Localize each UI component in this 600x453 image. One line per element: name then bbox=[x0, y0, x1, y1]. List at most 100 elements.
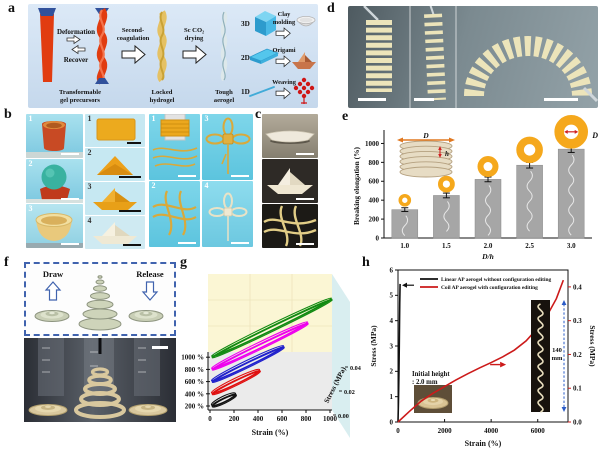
photo-number: 1 bbox=[87, 114, 92, 123]
back-wall bbox=[208, 274, 332, 352]
panel-a: Deformation Recover Transformable gel pr… bbox=[28, 4, 318, 108]
coil-stretched-shape bbox=[424, 13, 446, 101]
y-tick-label: 0 bbox=[376, 234, 380, 242]
origami-label: Origami bbox=[272, 47, 295, 54]
series-label: 600 % bbox=[185, 378, 204, 386]
photo-aerogel-dish bbox=[262, 114, 318, 158]
knot-weave-shape bbox=[152, 190, 197, 236]
x-tick-label: 1000 bbox=[323, 415, 338, 423]
coil-photo-squiggle bbox=[485, 185, 492, 236]
clay-molding-label-2: molding bbox=[273, 19, 296, 26]
flat-spiral-icon bbox=[128, 310, 164, 322]
coil-ring-icon bbox=[516, 136, 543, 164]
coil-photo-squiggle bbox=[401, 215, 409, 236]
series-label: 1000 % bbox=[181, 354, 204, 362]
photo-woven-knot: 2 bbox=[149, 181, 200, 247]
y-tick-label: 200 bbox=[369, 215, 380, 223]
photo-number: 2 bbox=[87, 148, 92, 157]
second-coagulation-label-2: coagulation bbox=[117, 35, 150, 42]
panel-e: 0 200 400 600 800 1000 Breaking elongation (%)… bbox=[350, 112, 598, 261]
origami-boat-icon bbox=[292, 52, 316, 69]
diameter-arrow-icon bbox=[564, 129, 568, 134]
left-tick-label: 1 bbox=[390, 393, 394, 401]
photo-yellow-boat: 3 bbox=[85, 182, 145, 215]
slab-icon bbox=[248, 48, 280, 64]
bowl-icon bbox=[296, 16, 316, 27]
photo-gel-sphere: 2 bbox=[26, 159, 83, 203]
boat-hull-shape bbox=[93, 202, 137, 210]
scale-bar bbox=[119, 209, 141, 212]
x-tick-label: 1.0 bbox=[400, 242, 409, 250]
tweezers-icon bbox=[582, 86, 599, 103]
right-tick-label: 0.4 bbox=[573, 283, 582, 291]
y-tick-label: 1000 bbox=[365, 140, 380, 148]
left-tick-label: 2 bbox=[390, 368, 394, 376]
photo-wrapped-fiber: 1 bbox=[149, 114, 200, 180]
cube-icon bbox=[255, 11, 276, 36]
photo-number: 1 bbox=[151, 114, 156, 123]
photo-gel-bowl: 3 bbox=[26, 204, 83, 248]
locked-hydrogel-icon bbox=[157, 10, 167, 83]
flat-spiral-aerogel bbox=[128, 404, 168, 416]
legend-label: Coil AP aerogel with configuration editi… bbox=[441, 285, 538, 291]
boat-hull-shape bbox=[267, 185, 313, 194]
measuring-cylinder bbox=[38, 338, 64, 396]
bar bbox=[557, 148, 585, 239]
coil-photo-squiggle bbox=[443, 201, 450, 232]
coil-bent-shape bbox=[464, 36, 592, 97]
x-axis-label: Strain (%) bbox=[252, 428, 289, 437]
panel-g: 200 % 400 % 600 % 800 % 1000 % 0 200 400 600 800 1… bbox=[180, 264, 366, 452]
right-axis-label: Stress (MPa) bbox=[588, 325, 597, 367]
x-tick-label: 3.0 bbox=[567, 242, 576, 250]
photo-white-boat: 4 bbox=[85, 216, 145, 249]
gel-ribbon-straight-icon bbox=[38, 8, 56, 82]
x-tick-label: 4000 bbox=[484, 427, 499, 435]
precursors-label-2: gel precursors bbox=[60, 97, 100, 104]
scale-bar bbox=[61, 197, 79, 200]
scale-bar bbox=[127, 141, 141, 144]
panel-h: 0 1 2 3 4 5 6 0.0 0.1 0.2 0.3 0.4 0 2000 4000 6000 Stres… bbox=[368, 262, 598, 452]
process-arrow-icon bbox=[182, 44, 207, 65]
knot-loop-shape bbox=[223, 192, 233, 210]
dim-1d-label: 1D bbox=[241, 88, 250, 96]
series-curve bbox=[397, 283, 401, 423]
process-arrow-icon bbox=[275, 55, 291, 68]
coil-ring-icon bbox=[477, 156, 499, 178]
z-tick-label: 0.04 bbox=[350, 365, 361, 372]
photo-flower-knot: 3 bbox=[202, 114, 253, 180]
scale-bar bbox=[414, 98, 434, 101]
scale-bar bbox=[178, 241, 196, 244]
coil-height-label-1: 140 bbox=[552, 347, 562, 354]
right-tick-label: 0.2 bbox=[573, 351, 582, 359]
process-arrow-icon bbox=[121, 44, 146, 65]
cyclic-stress-strain-3d-chart: 200 % 400 % 600 % 800 % 1000 % 0 200 400 600 800 1… bbox=[181, 274, 361, 438]
stretched-coil-photo bbox=[531, 300, 550, 412]
series-label: 200 % bbox=[185, 403, 204, 411]
photo-aerogel-knot bbox=[262, 204, 318, 248]
deformation-label: Deformation bbox=[57, 28, 95, 36]
x-tick-label: 600 bbox=[277, 415, 288, 423]
recover-arrow-icon bbox=[71, 44, 86, 55]
chinese-knot-icon bbox=[293, 77, 315, 104]
breaking-elongation-bar-chart: 0 200 400 600 800 1000 Breaking elongation (%)… bbox=[352, 115, 598, 261]
photo-gel-cup: 1 bbox=[26, 114, 83, 158]
tweezers-icon bbox=[363, 5, 379, 21]
draw-release-photo bbox=[28, 338, 168, 419]
bar bbox=[474, 179, 502, 239]
scale-bar bbox=[544, 98, 578, 101]
y-tick-label: 600 bbox=[369, 178, 380, 186]
panel-f-photo bbox=[24, 338, 176, 422]
coil-ring-icon bbox=[398, 193, 412, 207]
weaving-label: Weaving bbox=[272, 79, 297, 86]
right-tick-label: 0.0 bbox=[573, 418, 582, 426]
cyclic-loop-series bbox=[210, 297, 333, 359]
scale-bar bbox=[61, 242, 79, 245]
left-tick-label: 3 bbox=[390, 342, 394, 350]
panel-d bbox=[348, 3, 599, 108]
coil-geometry-inset: Dh bbox=[397, 131, 455, 178]
panel-f-schematic: Draw Release bbox=[24, 262, 176, 336]
coil-ring-icon bbox=[438, 175, 455, 193]
scale-bar bbox=[296, 197, 314, 200]
photo-number: 1 bbox=[28, 114, 33, 123]
panel-c-label: c bbox=[255, 107, 262, 122]
